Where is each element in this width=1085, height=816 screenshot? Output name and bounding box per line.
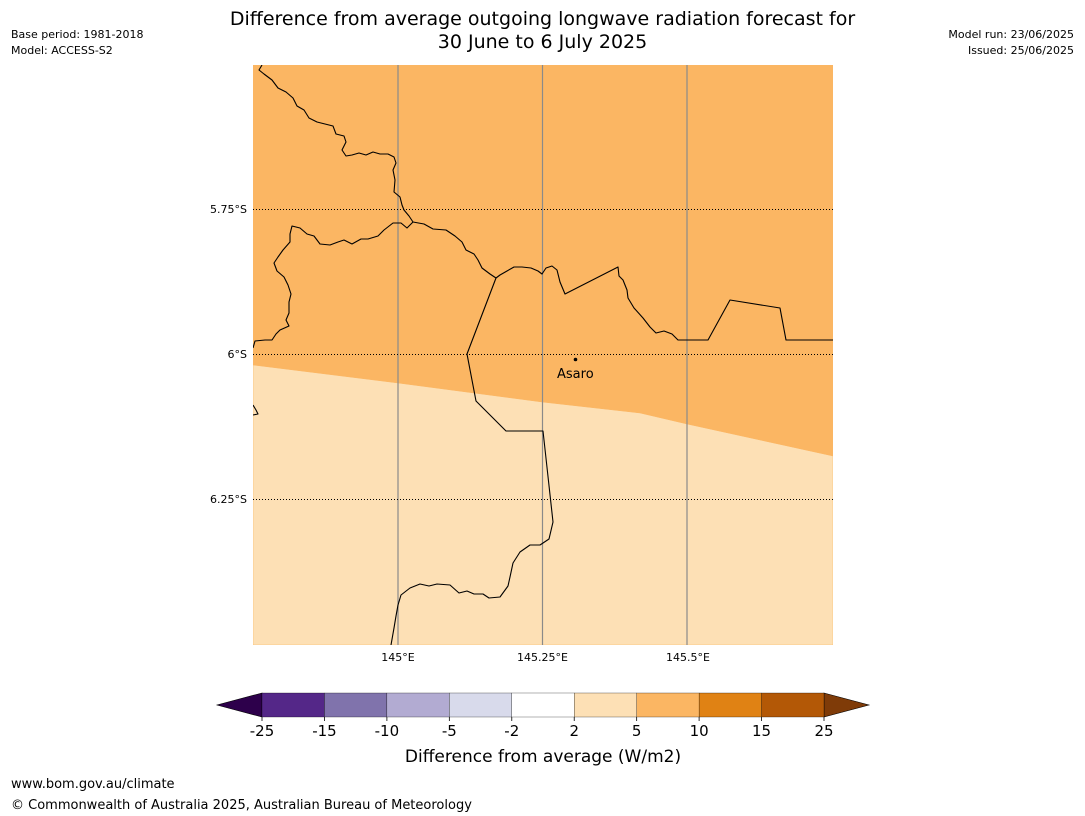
colorbar-ticks: -25 -15 -10 -5 -2 2 5 10 15 25 (250, 717, 834, 740)
colorbar-tick-label: -15 (312, 722, 337, 740)
province-boundaries (253, 65, 833, 645)
model-text: Model: ACCESS-S2 (11, 44, 113, 57)
lat-label-5-75s: 5.75°S (210, 203, 247, 216)
footer-url: www.bom.gov.au/climate (11, 777, 175, 792)
colorbar-segment (261, 692, 325, 718)
title-line-2: 30 June to 6 July 2025 (437, 31, 648, 53)
lat-label-6-25s: 6.25°S (210, 493, 247, 506)
lat-label-6s: 6°S (228, 348, 247, 361)
colorbar-tick-label: 10 (690, 722, 709, 740)
boundary-north-west (253, 65, 414, 349)
base-period-text: Base period: 1981-2018 (11, 28, 144, 41)
colorbar-segment (324, 692, 388, 718)
colorbar-segment (636, 692, 700, 718)
lon-label-145-25e: 145.25°E (517, 651, 568, 664)
lon-label-145-5e: 145.5°E (666, 651, 710, 664)
boundary-southern (390, 277, 554, 645)
map-area (253, 65, 833, 645)
colorbar-tick-label: -25 (250, 722, 275, 740)
footer: www.bom.gov.au/climate © Commonwealth of… (11, 774, 472, 816)
colorbar-over-arrow (823, 692, 871, 718)
issued-text: Issued: 25/06/2025 (967, 44, 1074, 57)
colorbar-label: Difference from average (W/m2) (405, 747, 681, 767)
asaro-marker (573, 357, 578, 362)
model-run-text: Model run: 23/06/2025 (948, 28, 1074, 41)
colorbar-segment (574, 692, 637, 718)
colorbar-tick-label: 15 (752, 722, 771, 740)
meta-left: Base period: 1981-2018 Model: ACCESS-S2 (11, 27, 143, 59)
colorbar-tick-label: 5 (632, 722, 642, 740)
colorbar: -25 -15 -10 -5 -2 2 5 10 15 25 (215, 692, 871, 740)
boundary-west-stub (253, 404, 259, 416)
title-line-1: Difference from average outgoing longwav… (229, 8, 856, 30)
colorbar-segment (761, 692, 825, 718)
colorbar-segment (386, 692, 450, 718)
colorbar-tick-label: -2 (504, 722, 519, 740)
colorbar-segment (698, 692, 762, 718)
map-title: Difference from average outgoing longwav… (0, 8, 1085, 54)
colorbar-tick-label: -5 (442, 722, 457, 740)
colorbar-segments (261, 692, 825, 718)
colorbar-tick-label: -10 (375, 722, 400, 740)
colorbar-segment (449, 692, 512, 718)
meta-right: Model run: 23/06/2025 Issued: 25/06/2025 (948, 27, 1074, 59)
colorbar-tick-label: 25 (814, 722, 833, 740)
colorbar-tick-label: 2 (569, 722, 579, 740)
lon-label-145e: 145°E (381, 651, 414, 664)
footer-copyright: © Commonwealth of Australia 2025, Austra… (11, 798, 472, 813)
asaro-label: Asaro (557, 367, 594, 382)
colorbar-under-arrow (215, 692, 263, 718)
colorbar-segment (511, 692, 575, 718)
boundary-central (412, 221, 833, 341)
